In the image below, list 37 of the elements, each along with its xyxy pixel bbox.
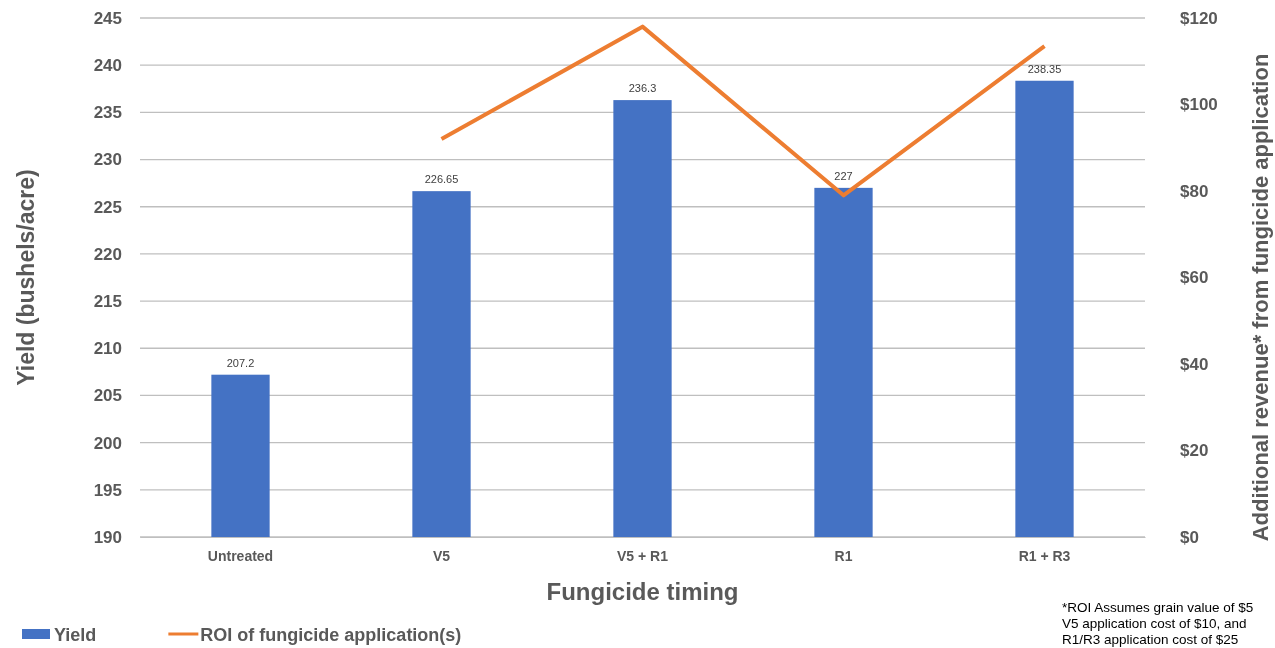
text: *ROI Assumes grain value of $5	[1062, 600, 1254, 615]
text: V5 application cost of $10, and	[1062, 616, 1247, 631]
y2-axis-title: Additional revenue* from fungicide application	[1248, 53, 1273, 542]
x-tick-label: V5	[432, 547, 451, 564]
y2-tick-label: $120	[1180, 8, 1218, 28]
legend-label: ROI of fungicide application(s)	[200, 625, 462, 645]
data-label: 207.2	[226, 356, 255, 369]
data-label: 238.35	[1027, 62, 1062, 75]
y2-tick-label: $40	[1180, 354, 1209, 374]
data-label: 226.65	[424, 173, 459, 186]
y2-tick-label: $80	[1180, 181, 1209, 201]
y-tick-label: 195	[93, 480, 122, 500]
y-tick-label: 210	[93, 339, 122, 359]
y-tick-label: 215	[93, 292, 122, 312]
data-label: 227	[834, 169, 853, 182]
y-tick-label: 225	[93, 197, 122, 217]
y-tick-label: 220	[93, 244, 122, 264]
x-tick-label: R1 + R3	[1018, 547, 1071, 564]
y2-tick-label: $60	[1180, 268, 1209, 288]
x-tick-label: R1	[834, 547, 853, 564]
y-tick-label: 230	[93, 150, 122, 170]
x-tick-label: V5 + R1	[617, 547, 669, 564]
x-axis-title: Fungicide timing	[546, 578, 739, 605]
legend-label: Yield	[54, 625, 97, 645]
y-tick-label: 240	[93, 56, 122, 76]
y-tick-label: 245	[93, 8, 122, 28]
y2-tick-label: $20	[1180, 441, 1209, 461]
data-label: 236.3	[628, 82, 657, 95]
y-tick-label: 200	[93, 433, 122, 453]
text: R1/R3 application cost of $25	[1062, 632, 1239, 647]
y-tick-label: 205	[93, 386, 122, 406]
y2-tick-label: $100	[1180, 95, 1218, 115]
y-axis-title: Yield (bushels/acre)	[13, 169, 39, 386]
y2-tick-label: $0	[1180, 527, 1199, 547]
y-tick-label: 235	[93, 103, 122, 123]
x-tick-label: Untreated	[207, 547, 274, 564]
y-tick-label: 190	[93, 527, 122, 547]
